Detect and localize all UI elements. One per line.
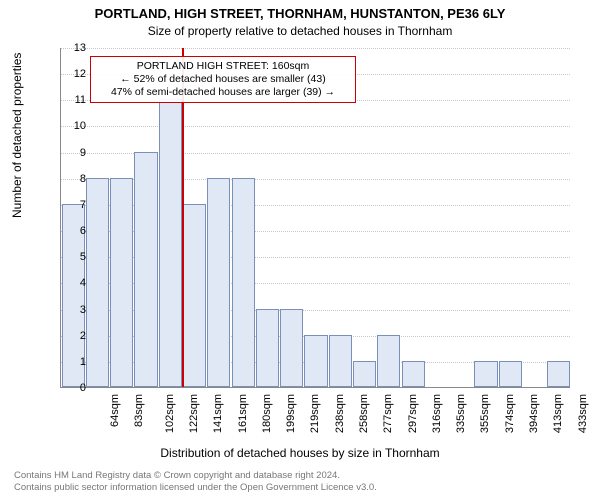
footer-line1: Contains HM Land Registry data © Crown c… xyxy=(14,470,377,482)
footer-attribution: Contains HM Land Registry data © Crown c… xyxy=(14,470,377,494)
x-tick-label: 83sqm xyxy=(133,394,145,427)
histogram-bar xyxy=(183,204,206,387)
y-tick-label: 10 xyxy=(62,120,86,132)
histogram-bar xyxy=(547,361,570,387)
histogram-bar xyxy=(280,309,303,387)
histogram-bar xyxy=(499,361,522,387)
histogram-bar xyxy=(110,178,133,387)
y-tick-label: 4 xyxy=(62,277,86,289)
x-tick-label: 433sqm xyxy=(577,394,589,433)
chart-title-sub: Size of property relative to detached ho… xyxy=(0,24,600,38)
y-tick-label: 13 xyxy=(62,42,86,54)
y-tick-label: 2 xyxy=(62,330,86,342)
x-tick-label: 394sqm xyxy=(528,394,540,433)
histogram-bar xyxy=(304,335,327,387)
x-tick-label: 374sqm xyxy=(504,394,516,433)
x-tick-label: 141sqm xyxy=(212,394,224,433)
x-tick-label: 355sqm xyxy=(480,394,492,433)
x-tick-label: 122sqm xyxy=(188,394,200,433)
histogram-bar xyxy=(256,309,279,387)
x-tick-label: 199sqm xyxy=(285,394,297,433)
chart-container: PORTLAND, HIGH STREET, THORNHAM, HUNSTAN… xyxy=(0,0,600,500)
x-tick-label: 161sqm xyxy=(237,394,249,433)
info-box-line1: PORTLAND HIGH STREET: 160sqm xyxy=(97,60,349,73)
y-tick-label: 3 xyxy=(62,304,86,316)
histogram-bar xyxy=(353,361,376,387)
x-tick-label: 297sqm xyxy=(407,394,419,433)
reference-info-box: PORTLAND HIGH STREET: 160sqm ← 52% of de… xyxy=(90,56,356,103)
x-tick-label: 316sqm xyxy=(431,394,443,433)
histogram-bar xyxy=(402,361,425,387)
x-tick-label: 219sqm xyxy=(310,394,322,433)
x-tick-label: 277sqm xyxy=(382,394,394,433)
x-tick-label: 64sqm xyxy=(109,394,121,427)
y-tick-label: 5 xyxy=(62,251,86,263)
info-box-line2: ← 52% of detached houses are smaller (43… xyxy=(97,73,349,86)
x-tick-label: 102sqm xyxy=(164,394,176,433)
histogram-bar xyxy=(86,178,109,387)
y-tick-label: 8 xyxy=(62,173,86,185)
histogram-bar xyxy=(377,335,400,387)
histogram-bar xyxy=(207,178,230,387)
y-axis-label: Number of detached properties xyxy=(10,53,24,218)
y-tick-label: 6 xyxy=(62,225,86,237)
histogram-bar xyxy=(329,335,352,387)
histogram-bar xyxy=(474,361,497,387)
histogram-bar xyxy=(134,152,157,387)
x-tick-label: 238sqm xyxy=(334,394,346,433)
y-tick-label: 0 xyxy=(62,382,86,394)
histogram-bar xyxy=(232,178,255,387)
gridline xyxy=(61,48,570,49)
histogram-bar xyxy=(159,99,182,387)
chart-title-main: PORTLAND, HIGH STREET, THORNHAM, HUNSTAN… xyxy=(0,6,600,21)
info-box-line3: 47% of semi-detached houses are larger (… xyxy=(97,86,349,99)
gridline xyxy=(61,126,570,127)
x-axis-label: Distribution of detached houses by size … xyxy=(0,446,600,460)
y-tick-label: 7 xyxy=(62,199,86,211)
y-tick-label: 9 xyxy=(62,147,86,159)
x-tick-label: 258sqm xyxy=(358,394,370,433)
footer-line2: Contains public sector information licen… xyxy=(14,482,377,494)
x-tick-label: 335sqm xyxy=(455,394,467,433)
x-tick-label: 413sqm xyxy=(552,394,564,433)
x-tick-label: 180sqm xyxy=(261,394,273,433)
y-tick-label: 12 xyxy=(62,68,86,80)
y-tick-label: 1 xyxy=(62,356,86,368)
y-tick-label: 11 xyxy=(62,94,86,106)
